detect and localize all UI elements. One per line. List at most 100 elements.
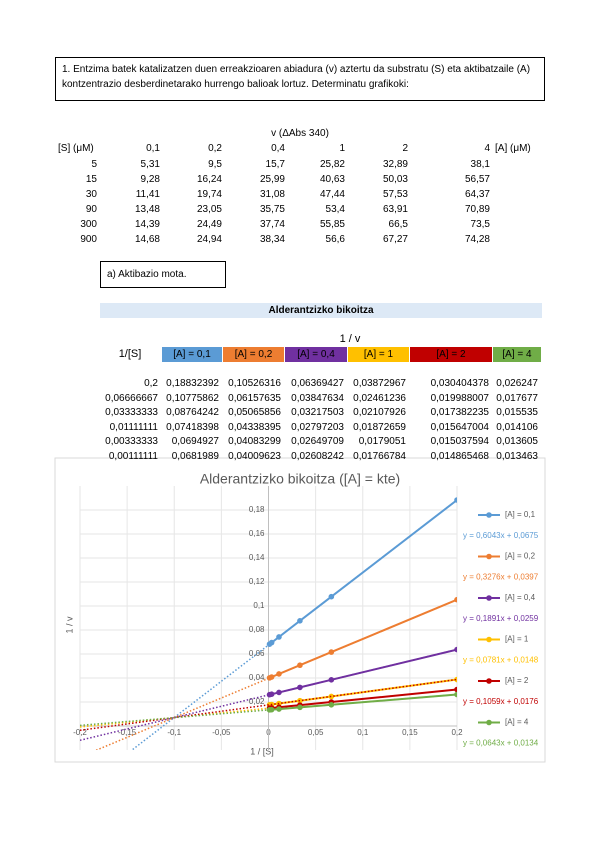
table2-cell: 0,02461236 [353, 392, 406, 404]
trendline-equation: y = 0,3276x + 0,0397 [463, 573, 539, 582]
table2-header: [A] = 1 [348, 347, 409, 362]
chart-frame [54, 457, 546, 763]
table2-header: [A] = 2 [410, 347, 492, 362]
table1-header: 1 [339, 143, 345, 154]
data-point [266, 675, 273, 681]
legend-marker [486, 595, 492, 601]
table1-cell: 56,57 [464, 174, 490, 185]
data-point [297, 618, 303, 624]
table1-cell: 13,48 [134, 204, 160, 215]
table1-header: [S] (μM) [58, 143, 94, 154]
table1-header: 2 [402, 143, 408, 154]
table2-cell: 0,03333333 [105, 407, 158, 418]
table1-cell: 25,99 [259, 174, 285, 185]
table2-cell: 0,0179051 [358, 436, 406, 447]
table1-cell: 24,49 [196, 219, 222, 230]
data-point [297, 684, 303, 691]
data-point [266, 707, 273, 713]
trendline-equation: y = 0,0781x + 0,0148 [463, 656, 539, 665]
table1-cell: 25,82 [319, 159, 345, 170]
trendline [80, 678, 457, 732]
table2-cell: 0,01872659 [353, 421, 406, 433]
data-point [266, 641, 273, 647]
x-axis-title: 1 / [S] [250, 746, 274, 756]
table1-cell: 16,24 [196, 174, 222, 185]
table1-cell: 5 [91, 159, 97, 170]
table1-cell: 15 [85, 174, 97, 185]
table2-header: [A] = 0,1 [162, 347, 222, 362]
table2-cell: 0,03217503 [291, 407, 344, 418]
table1-cell: 11,41 [135, 189, 160, 200]
table2-cell: 0,04338395 [228, 421, 281, 433]
x-tick-label: -0,1 [167, 728, 181, 737]
data-point [454, 646, 457, 653]
table1-cell: 9,5 [208, 159, 222, 170]
table2-cell: 0,03847634 [291, 392, 344, 404]
table1-cell: 14,68 [134, 234, 160, 245]
trendline-equation: y = 0,1059x + 0,0176 [463, 697, 539, 706]
table2-cell: 0,02608242 [291, 450, 344, 462]
table2-cell: 0,10526316 [228, 378, 281, 389]
table2-cell: 0,04009623 [228, 450, 281, 462]
data-point [328, 701, 335, 708]
x-tick-label: -0,2 [73, 728, 87, 737]
table2-cell: 0,01111111 [109, 421, 158, 433]
data-point [328, 649, 335, 655]
data-point [276, 634, 282, 640]
table1-cell: 47,44 [319, 189, 345, 200]
y-tick-label: 0,16 [249, 529, 265, 538]
data-point [297, 704, 303, 711]
table2-cell: 0,013463 [496, 450, 538, 462]
table2-cell: 0,06369427 [291, 378, 344, 389]
table1-cell: 32,89 [382, 159, 408, 170]
data-point [266, 691, 273, 698]
plot-area [80, 497, 457, 750]
table2-cell: 0,00333333 [105, 436, 158, 447]
table1-header: 0,4 [271, 143, 285, 154]
x-tick-label: -0,15 [118, 728, 137, 737]
table1-cell: 23,05 [196, 204, 222, 215]
data-point [276, 689, 282, 696]
table2-cell: 0,08764242 [166, 407, 219, 418]
table2-cell: 0,02649709 [291, 436, 344, 447]
table2-cell: 0,02797203 [291, 421, 344, 433]
question-text: a) Aktibazio mota. [100, 261, 226, 288]
y-tick-label: 0,08 [249, 625, 265, 634]
table1-cell: 31,08 [259, 189, 285, 200]
y-axis-title: 1 / v [64, 616, 74, 634]
data-point [454, 596, 457, 603]
table1-cell: 40,63 [319, 174, 345, 185]
legend-marker [486, 719, 492, 726]
table1-header: [A] (μM) [495, 143, 531, 154]
table1-cell: 74,28 [464, 234, 490, 245]
table2-cell: 0,01766784 [353, 450, 406, 462]
x-tick-label: 0,15 [402, 728, 418, 737]
data-point [454, 686, 457, 693]
table1-cell: 64,37 [464, 189, 490, 200]
legend-label: [A] = 1 [505, 635, 529, 644]
table2-cell: 0,07418398 [166, 421, 219, 433]
trendline-equation: y = 0,1891x + 0,0259 [463, 614, 539, 623]
y-tick-label: 0,12 [249, 577, 265, 586]
x-tick-label: 0,1 [357, 728, 369, 737]
table2-cell: 0,017382235 [430, 407, 489, 418]
table2-cell: 0,013605 [496, 436, 538, 447]
table1-cell: 55,85 [319, 219, 345, 230]
table1-cell: 67,27 [382, 234, 408, 245]
table2-subtitle: 1 / v [339, 333, 361, 345]
data-point [328, 693, 335, 700]
data-point [328, 677, 335, 683]
trendline-equation: y = 0,0643x + 0,0134 [463, 739, 539, 748]
x-tick-label: 0,2 [451, 728, 463, 737]
y-tick-label: 0,18 [249, 505, 265, 514]
y-tick-label: 0,02 [249, 697, 265, 706]
table1-cell: 90 [85, 204, 97, 215]
data-point [454, 497, 457, 503]
legend-label: [A] = 0,2 [505, 552, 536, 561]
table1-cell: 5,31 [140, 159, 160, 170]
table2-cell: 0,019988007 [430, 392, 489, 404]
legend-label: [A] = 4 [505, 718, 529, 727]
chart-title: Alderantzizko bikoitza ([A] = kte) [200, 471, 400, 487]
table1-cell: 300 [80, 219, 97, 230]
